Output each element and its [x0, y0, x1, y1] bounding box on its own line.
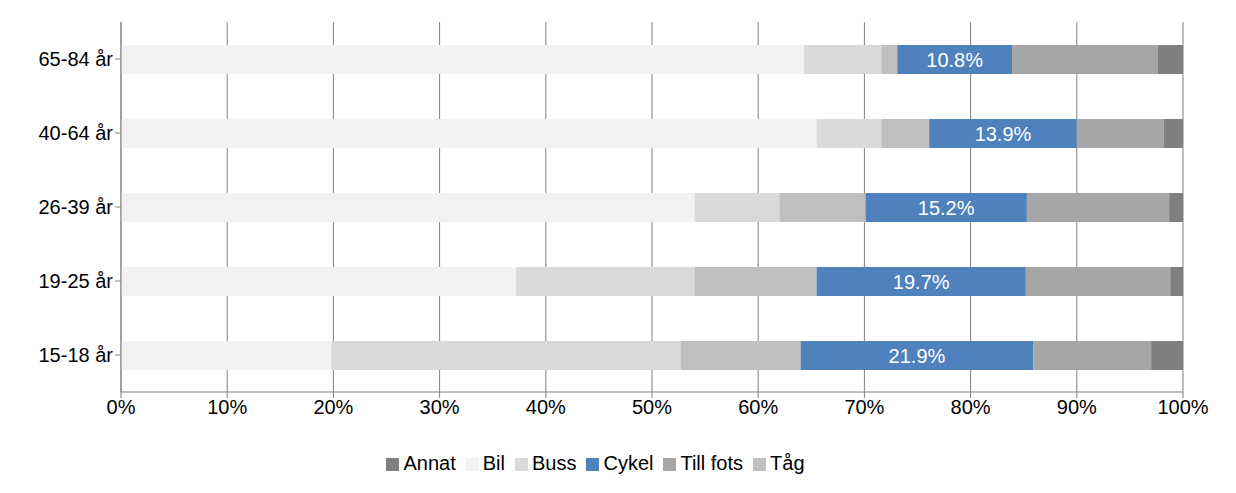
svg-text:90%: 90% [1057, 396, 1097, 418]
svg-text:15.2%: 15.2% [918, 197, 975, 219]
html-text:Cykel: Cykel [603, 452, 654, 474]
svg-text:10%: 10% [207, 396, 247, 418]
html-text:Annat: Annat [403, 452, 456, 474]
svg-text:65-84 år: 65-84 år [39, 48, 114, 70]
svg-text:13.9%: 13.9% [975, 123, 1032, 145]
html-text:Bil: Bil [482, 452, 505, 474]
svg-text:26-39 år: 26-39 år [39, 196, 114, 218]
html-text:Tåg: Tåg [770, 452, 805, 474]
svg-text:60%: 60% [738, 396, 778, 418]
svg-text:20%: 20% [313, 396, 353, 418]
svg-text:50%: 50% [632, 396, 672, 418]
svg-text:15-18 år: 15-18 år [39, 344, 114, 366]
html-text:Till fots: Till fots [680, 452, 744, 474]
svg-text:19.7%: 19.7% [893, 271, 950, 293]
svg-text:21.9%: 21.9% [889, 345, 946, 367]
svg-text:10.8%: 10.8% [926, 49, 983, 71]
svg-text:19-25 år: 19-25 år [39, 270, 114, 292]
html-text:Buss: Buss [532, 452, 577, 474]
svg-text:100%: 100% [1157, 396, 1208, 418]
svg-text:80%: 80% [951, 396, 991, 418]
svg-text:0%: 0% [107, 396, 136, 418]
svg-text:40-64 år: 40-64 år [39, 122, 114, 144]
svg-text:40%: 40% [526, 396, 566, 418]
svg-text:30%: 30% [420, 396, 460, 418]
svg-text:70%: 70% [844, 396, 884, 418]
